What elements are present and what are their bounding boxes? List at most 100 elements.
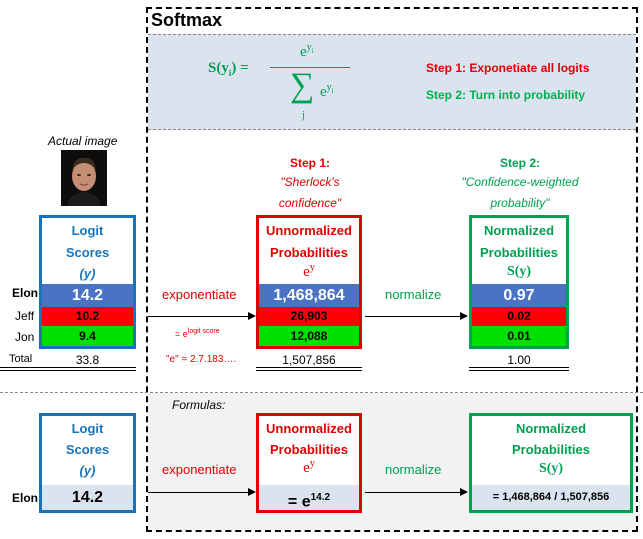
formula-unnorm-box: Unnormalized Probabilities ey = e14.2 [256, 413, 362, 513]
f-exp-arrow-line [148, 492, 248, 493]
f-logit-header-3: (y) [79, 463, 96, 478]
portrait-image [61, 150, 107, 206]
step2-header: Step 2: "Confidence-weighted probability… [445, 156, 595, 210]
f-logit-header-2: Scores [65, 442, 110, 457]
sum-index: j [302, 110, 305, 121]
section-divider [0, 392, 643, 393]
logit-note-sup: logit score [187, 328, 220, 335]
formulas-label: Formulas: [172, 398, 226, 412]
f-unnorm-e-sup: y [309, 458, 315, 469]
formula-lhs: S(y [208, 60, 229, 76]
f-unnorm-header-2: Probabilities [269, 442, 349, 457]
f-unnorm-header-3: ey [259, 458, 359, 477]
f-exponentiate-label: exponentiate [162, 462, 237, 477]
formula-den-base: e [320, 84, 327, 100]
unnorm-e-sup: y [309, 262, 315, 273]
step1-note: Step 1: Exponetiate all logits [426, 61, 590, 75]
step2-sub1: "Confidence-weighted [461, 175, 579, 189]
page-title: Softmax [151, 10, 223, 30]
name-jon: Jon [15, 330, 35, 344]
f-norm-header-2: Probabilities [511, 442, 591, 457]
unnorm-header-1: Unnormalized [266, 223, 352, 238]
total-rule-right-2 [469, 370, 569, 371]
f-name-elon: Elon [12, 491, 38, 505]
formula-den-sup: y [326, 82, 332, 93]
f-exp-sup: 14.2 [310, 492, 331, 503]
step1-sub1: "Sherlock's [280, 175, 340, 189]
f-unnorm-e: e [303, 460, 310, 476]
exp-arrow-head [248, 312, 256, 320]
image-caption: Actual image [48, 134, 118, 148]
logit-jon-cell: 9.4 [42, 326, 133, 346]
formula-num-sup: y [306, 42, 312, 53]
step2-title: Step 2: [499, 156, 540, 170]
logit-jeff-cell: 10.2 [42, 307, 133, 326]
logit-scores-box: Logit Scores (y) 14.2 10.2 9.4 [39, 215, 136, 349]
unnorm-header-3: ey [259, 262, 359, 281]
logit-header-2: Scores [65, 245, 110, 260]
norm-jeff-cell: 0.02 [472, 307, 566, 326]
exponentiate-label: exponentiate [162, 287, 237, 302]
norm-jon-cell: 0.01 [472, 326, 566, 346]
norm-total: 1.00 [507, 353, 531, 367]
logit-header-3: (y) [79, 266, 96, 281]
total-rule-left-2 [0, 370, 136, 371]
step1-title: Step 1: [289, 156, 330, 170]
step1-header: Step 1: "Sherlock's confidence" [255, 156, 365, 210]
unnorm-jeff-cell: 26,903 [259, 307, 359, 326]
step2-note: Step 2: Turn into probability [426, 88, 586, 102]
f-norm-elon-cell: = 1,468,864 / 1,507,856 [472, 485, 630, 510]
norm-header-1: Normalized [483, 223, 555, 238]
f-norm-arrow-line [365, 492, 460, 493]
logit-total: 33.8 [75, 353, 100, 367]
softmax-panel [146, 7, 638, 532]
norm-arrow-line [365, 316, 460, 317]
total-rule-mid-1 [256, 367, 362, 368]
formula-norm-box: Normalized Probabilities S(y) = 1,468,86… [469, 413, 633, 513]
f-norm-header-1: Normalized [515, 421, 587, 436]
softmax-formula: S(yi) = eyi ∑ j eyi [205, 40, 365, 125]
e-note: "e" = 2.7.183…. [166, 354, 237, 365]
formula-lhs-sub: i [228, 68, 232, 78]
fraction-bar [270, 67, 350, 68]
name-elon: Elon [12, 286, 38, 300]
formula-num-sup-sub: i [311, 47, 314, 55]
f-logit-elon-cell: 14.2 [42, 485, 133, 510]
total-label: Total [9, 353, 33, 365]
formula-num-base: e [300, 44, 307, 60]
total-rule-right-1 [469, 367, 569, 368]
f-unnorm-elon-cell: = e14.2 [259, 485, 359, 510]
step1-sub2: confidence" [278, 196, 342, 210]
f-logit-header-1: Logit [71, 421, 104, 436]
f-normalize-label: normalize [385, 462, 442, 477]
normalized-box: Normalized Probabilities S(y) 0.97 0.02 … [469, 215, 569, 349]
unnorm-jon-cell: 12,088 [259, 326, 359, 346]
f-norm-arrow-head [460, 488, 468, 496]
total-rule-left-1 [0, 367, 136, 368]
norm-elon-cell: 0.97 [472, 284, 566, 307]
logit-elon-cell: 14.2 [42, 284, 133, 307]
formula-band [148, 34, 636, 130]
unnormalized-box: Unnormalized Probabilities ey 1,468,864 … [256, 215, 362, 349]
f-norm-header-3: S(y) [538, 461, 564, 476]
logit-header-1: Logit [71, 223, 104, 238]
f-unnorm-header-1: Unnormalized [266, 421, 352, 436]
unnorm-header-2: Probabilities [269, 245, 349, 260]
logit-note: = elogit score [175, 328, 220, 339]
sigma-symbol: ∑ [290, 67, 315, 104]
normalize-label: normalize [385, 287, 442, 302]
unnorm-e: e [303, 264, 310, 280]
f-exp-val: = e [287, 493, 311, 511]
total-rule-mid-2 [256, 370, 362, 371]
unnorm-elon-cell: 1,468,864 [259, 284, 359, 307]
formula-lhs-close: ) = [231, 60, 249, 76]
f-exp-arrow-head [248, 488, 256, 496]
formula-logit-box: Logit Scores (y) 14.2 [39, 413, 136, 513]
norm-arrow-head [460, 312, 468, 320]
formula-den-sup-sub: i [331, 87, 334, 95]
exp-arrow-line [148, 316, 248, 317]
step2-sub2: probability" [490, 196, 550, 210]
name-jeff: Jeff [15, 309, 35, 323]
norm-header-3: S(y) [506, 264, 532, 279]
norm-header-2: Probabilities [479, 245, 559, 260]
